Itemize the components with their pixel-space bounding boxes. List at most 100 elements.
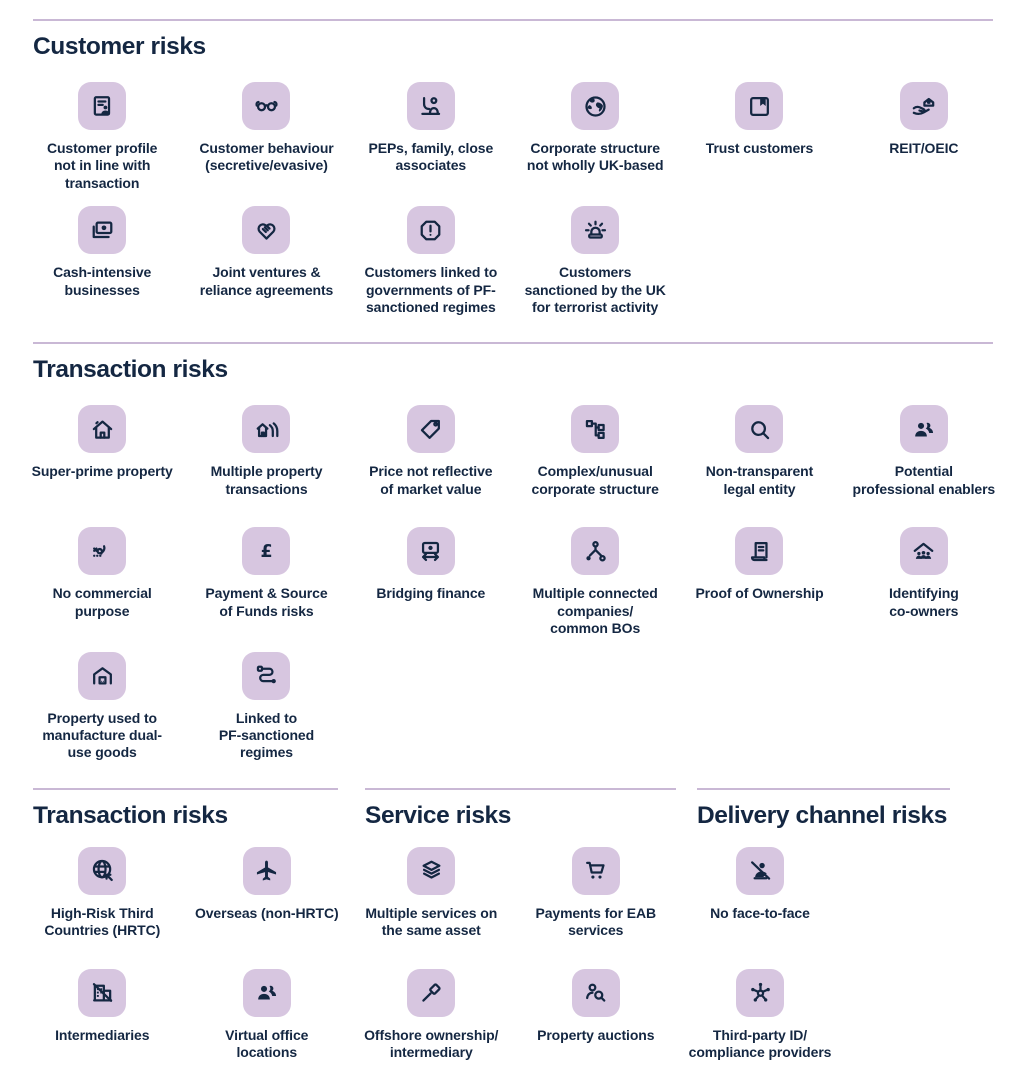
risk-item-label: Payment & Source of Funds risks: [205, 585, 328, 619]
banknotes-icon: [78, 206, 127, 255]
risk-item-label: Overseas (non-HRTC): [194, 904, 339, 921]
risk-item-label: Property used to manufacture dual- use g…: [42, 709, 162, 761]
org-chart-icon: [571, 405, 620, 454]
risk-item: PEPs, family, close associates: [349, 82, 513, 192]
mask-icon: [242, 82, 291, 130]
risk-item-label: Identifying co-owners: [888, 585, 959, 619]
risk-item-label: Virtual office locations: [225, 1026, 309, 1061]
risk-item-label: No face-to-face: [710, 904, 810, 921]
risk-item: Multiple services on the same asset: [349, 846, 514, 955]
risk-item-label: Property auctions: [537, 1026, 655, 1043]
transaction-risks-grid: Super-prime property Multiple property tr…: [20, 405, 1006, 775]
warehouse-icon: [78, 651, 127, 700]
risk-item-label: PEPs, family, close associates: [368, 140, 494, 174]
risk-item-label: Complex/unusual corporate structure: [531, 463, 659, 497]
risk-item: £ Payment & Source of Funds risks: [184, 527, 348, 637]
risk-item-label: Intermediaries: [55, 1026, 150, 1043]
risk-item: Potential professional enablers: [842, 405, 1006, 513]
section-title-transaction-risks-2: Transaction risks: [33, 801, 228, 829]
box-bookmark-icon: [735, 82, 784, 130]
bottom-sections: Transaction risks High-Risk Third Countr…: [20, 787, 1026, 1091]
building-slash-icon: [78, 968, 127, 1017]
risk-item: Identifying co-owners: [842, 527, 1006, 637]
bottom-transaction-grid: High-Risk Third Countries (HRTC) Overseas…: [20, 846, 350, 1091]
house-people-icon: [899, 527, 948, 576]
delivery-channel-risks-grid: No face-to-face Third-party ID/ complianc…: [678, 846, 1026, 1091]
risk-item-label: No commercial purpose: [52, 585, 152, 619]
octagon-exclamation-icon: [406, 206, 455, 255]
risk-item: Non-transparent legal entity: [677, 405, 841, 513]
cart-icon: [571, 846, 620, 895]
risk-item: Multiple property transactions: [184, 405, 348, 513]
risk-item: Virtual office locations: [185, 968, 350, 1077]
signature-x-icon: [78, 527, 127, 576]
risk-item: Trust customers: [677, 82, 841, 192]
section-title-service-risks: Service risks: [365, 801, 512, 829]
risk-item: REIT/OEIC: [842, 82, 1006, 192]
risk-item-label: REIT/OEIC: [889, 140, 959, 156]
risk-item: Customer behaviour (secretive/evasive): [184, 82, 348, 192]
scroll-icon: [735, 527, 784, 576]
risk-item: Linked to PF-sanctioned regimes: [184, 651, 348, 762]
globe-arrow-icon: [78, 846, 127, 895]
risk-item-label: Customer behaviour (secretive/evasive): [199, 140, 334, 174]
risk-item: Customers linked to governments of PF- s…: [349, 206, 513, 316]
risk-item: Joint ventures & reliance agreements: [184, 206, 348, 316]
layers-icon: [407, 846, 456, 895]
risk-item: No commercial purpose: [20, 527, 184, 637]
column-divider: [365, 787, 676, 790]
risk-item-label: Offshore ownership/ intermediary: [364, 1026, 499, 1061]
section-title-delivery-channel-risks: Delivery channel risks: [697, 801, 947, 829]
risk-item-label: Corporate structure not wholly UK-based: [526, 140, 664, 174]
risk-item: Intermediaries: [20, 968, 185, 1077]
risk-item-label: Customers sanctioned by the UK for terro…: [524, 264, 666, 316]
person-search-icon: [571, 968, 620, 1017]
risk-item: Super-prime property: [20, 405, 184, 513]
tag-icon: [406, 405, 455, 454]
risk-item: Payments for EAB services: [514, 846, 679, 955]
house-icon: [78, 405, 127, 454]
risk-item: Bridging finance: [349, 527, 513, 637]
risk-item-label: Bridging finance: [376, 585, 486, 602]
column-divider: [33, 787, 338, 790]
risk-item-label: Multiple connected companies/ common BOs: [532, 585, 658, 637]
risk-item: Multiple connected companies/ common BOs: [513, 527, 677, 637]
risk-item: Cash-intensive businesses: [20, 206, 184, 316]
siren-icon: [571, 206, 620, 255]
branch-nodes-icon: [571, 527, 620, 576]
risk-item-label: Customers linked to governments of PF- s…: [364, 264, 498, 316]
risk-item-label: Payments for EAB services: [535, 904, 657, 939]
column-divider: [697, 787, 950, 790]
risk-item: Property used to manufacture dual- use g…: [20, 651, 184, 762]
risk-item-label: High-Risk Third Countries (HRTC): [44, 904, 161, 939]
hand-house-icon: [899, 82, 948, 130]
risk-item-label: Linked to PF-sanctioned regimes: [218, 709, 315, 761]
note-arrows-icon: [406, 527, 455, 576]
risk-item: Offshore ownership/ intermediary: [349, 968, 514, 1077]
risk-item: Proof of Ownership: [677, 527, 841, 637]
risk-item: Customer profile not in line with transa…: [20, 82, 184, 192]
bottom-column-transaction-risks: Transaction risks High-Risk Third Countr…: [20, 787, 350, 1091]
risk-item: Price not reflective of market value: [349, 405, 513, 513]
risk-item: Complex/unusual corporate structure: [513, 405, 677, 513]
risk-item-label: Customer profile not in line with transa…: [46, 140, 158, 191]
people-two-icon: [242, 968, 291, 1017]
section-title-customer-risks: Customer risks: [33, 33, 206, 60]
risk-item-label: Super-prime property: [31, 463, 173, 480]
customer-risks-grid: Customer profile not in line with transa…: [20, 82, 1006, 330]
risk-item: Property auctions: [514, 968, 679, 1077]
top-divider: [33, 19, 993, 21]
magnifier-icon: [735, 405, 784, 454]
hub-network-icon: [736, 968, 784, 1017]
risk-item: Corporate structure not wholly UK-based: [513, 82, 677, 192]
houses-multi-icon: [242, 405, 291, 454]
globe-icon: [571, 82, 620, 130]
svg-text:£: £: [260, 542, 272, 562]
person-slash-icon: [736, 846, 784, 895]
risk-item-label: Multiple property transactions: [210, 463, 323, 497]
bottom-column-service-risks: Service risks Multiple services on the s…: [349, 787, 679, 1091]
pound-icon: £: [242, 527, 291, 576]
bottom-column-delivery-channel-risks: Delivery channel risks No face-to-face Th…: [678, 787, 1026, 1091]
risk-item-label: Non-transparent legal entity: [705, 463, 814, 497]
risk-item: Third-party ID/ compliance providers: [678, 968, 842, 1077]
